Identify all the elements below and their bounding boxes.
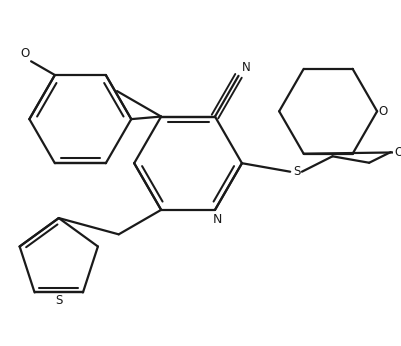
Text: S: S <box>294 165 301 178</box>
Text: O: O <box>20 47 30 60</box>
Text: N: N <box>212 213 222 226</box>
Text: O: O <box>394 146 401 158</box>
Text: N: N <box>242 62 251 74</box>
Text: O: O <box>379 105 388 118</box>
Text: S: S <box>55 294 63 307</box>
